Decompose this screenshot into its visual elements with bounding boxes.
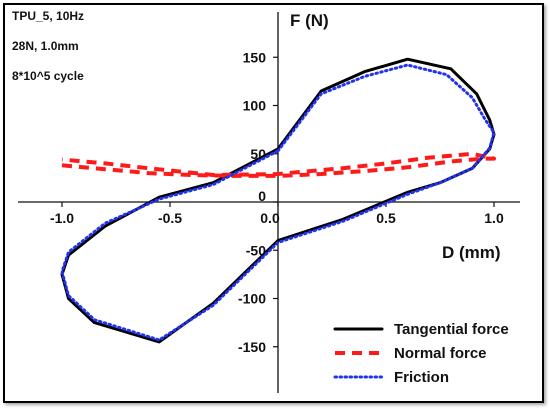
- y-tick-label: -150: [238, 339, 266, 355]
- x-tick-label: -1.0: [50, 210, 74, 226]
- legend-label-normal: Normal force: [394, 345, 487, 362]
- legend-label-friction: Friction: [394, 369, 449, 386]
- x-axis-label: D (mm): [442, 243, 501, 262]
- series-line-tangential: [60, 57, 496, 344]
- x-tick-label: 1.0: [484, 210, 504, 226]
- x-tick-label: 0.5: [376, 210, 396, 226]
- y-tick-label: -50: [246, 242, 266, 258]
- series-line-friction: [60, 63, 496, 342]
- y-axis-label: F (N): [290, 11, 329, 30]
- y-tick-label: 150: [243, 49, 267, 65]
- x-tick-label: -0.5: [158, 210, 182, 226]
- series-lines: [60, 57, 496, 344]
- y-tick-label: 0: [258, 188, 266, 204]
- legend: Tangential force Normal force Friction: [333, 321, 509, 386]
- annotation-2: 8*10^5 cycle: [12, 69, 84, 83]
- series-line-normal: [61, 151, 496, 178]
- x-tick-label: 0.0: [260, 210, 280, 226]
- y-tick-label: 100: [243, 98, 267, 114]
- axes: [18, 12, 520, 393]
- annotation-0: TPU_5, 10Hz: [12, 9, 84, 23]
- y-tick-label: -100: [238, 291, 266, 307]
- annotation-1: 28N, 1.0mm: [12, 39, 79, 53]
- legend-label-tangential: Tangential force: [394, 321, 509, 338]
